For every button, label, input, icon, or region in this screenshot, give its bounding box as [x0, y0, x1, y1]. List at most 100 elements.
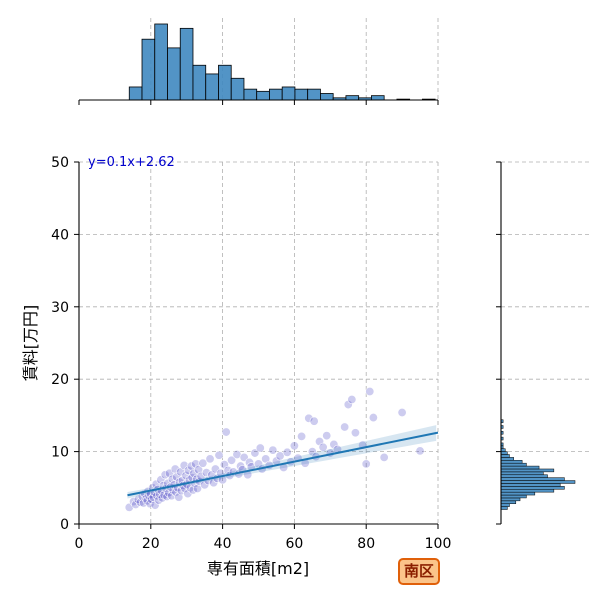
scatter-point — [304, 413, 314, 423]
y-hist-bar — [500, 448, 506, 452]
x-hist-bar — [307, 88, 321, 101]
scatter-point — [307, 447, 317, 457]
scatter-point — [135, 497, 145, 507]
scatter-point — [315, 436, 325, 446]
regression-confidence-band — [127, 425, 437, 499]
y-hist-bar — [500, 454, 510, 458]
regression-line — [127, 431, 439, 497]
x-hist-bar — [320, 93, 334, 101]
y-hist-bar — [500, 468, 555, 473]
y-marginal-histogram — [500, 419, 576, 510]
y-hist-bar — [500, 462, 527, 467]
y-tick-label: 30 — [51, 300, 69, 316]
y-hist-bar — [500, 451, 508, 455]
scatter-point — [322, 431, 332, 441]
scatter-point — [350, 428, 360, 438]
x-marginal-histogram — [128, 23, 436, 101]
y-hist-bar — [500, 474, 548, 478]
scatter-point — [186, 461, 196, 471]
y-hist-bar — [500, 460, 523, 464]
x-hist-bar — [230, 77, 245, 101]
x-hist-bar — [167, 47, 181, 101]
scatter-point — [318, 442, 328, 452]
scatter-point — [365, 387, 375, 397]
scatter-point — [192, 484, 202, 494]
y-tick-label: 10 — [51, 445, 69, 461]
scatter-point — [210, 464, 220, 474]
x-hist-bar — [141, 38, 156, 101]
scatter-point — [164, 488, 174, 498]
regression-equation: y=0.1x+2.62 — [88, 155, 175, 170]
scatter-point — [198, 458, 208, 468]
scatter-point — [297, 431, 307, 441]
y-hist-bar — [500, 506, 508, 510]
x-hist-bar — [345, 95, 360, 101]
y-tick-label: 40 — [51, 227, 69, 243]
x-hist-bar — [371, 95, 385, 101]
x-tick-label: 0 — [75, 536, 84, 552]
scatter-point — [282, 447, 292, 457]
x-axis-label: 専有面積[m2] — [207, 559, 309, 578]
x-hist-bar — [294, 88, 309, 101]
x-tick-label: 100 — [425, 536, 452, 552]
scatter-point — [379, 452, 389, 462]
y-hist-bar — [500, 486, 565, 490]
scatter-point — [205, 454, 215, 464]
x-hist-bar — [218, 64, 232, 101]
y-axis-label: 賃料[万円] — [21, 305, 40, 382]
scatter-point — [343, 400, 353, 410]
right-hist-grid — [501, 161, 590, 453]
x-hist-bar — [179, 27, 194, 101]
y-tick-label: 50 — [51, 155, 69, 171]
scatter-point — [183, 465, 193, 475]
y-hist-bar — [500, 497, 521, 502]
y-hist-bar — [500, 471, 544, 476]
scatter-point — [150, 500, 160, 510]
scatter-point — [183, 489, 193, 499]
scatter-point — [309, 416, 319, 426]
y-hist-bar — [500, 488, 555, 493]
y-tick-label: 20 — [51, 372, 69, 388]
y-hist-bar — [500, 457, 514, 461]
x-hist-bar — [128, 86, 143, 101]
scatter-point — [329, 439, 339, 449]
scatter-point — [340, 422, 350, 432]
scatter-point — [415, 446, 425, 456]
x-tick-label: 60 — [285, 536, 303, 552]
x-hist-bar — [154, 23, 168, 101]
y-hist-bar — [500, 494, 527, 499]
x-tick-label: 40 — [214, 536, 232, 552]
scatter-point — [255, 443, 265, 453]
scatter-point — [219, 460, 229, 470]
x-hist-bar — [205, 73, 219, 101]
x-hist-bar — [269, 88, 283, 101]
axis-ticks: 0 20 40 60 80 100 0 10 20 30 40 50 — [51, 100, 501, 552]
scatter-point — [268, 445, 278, 455]
x-hist-bar — [243, 88, 258, 101]
x-tick-label: 80 — [357, 536, 375, 552]
y-hist-bar — [500, 483, 561, 487]
y-hist-bar — [500, 491, 536, 496]
scatter-point — [221, 427, 231, 437]
scatter-point — [275, 451, 285, 461]
x-hist-bar — [281, 86, 296, 101]
x-hist-bar — [192, 64, 207, 101]
scatter-point — [289, 441, 299, 451]
scatter-point — [361, 459, 371, 469]
scatter-points — [124, 387, 425, 512]
scatter-point — [347, 394, 357, 404]
y-hist-bar — [500, 500, 517, 504]
scatter-point — [397, 408, 407, 418]
x-hist-bar — [256, 90, 270, 101]
scatter-point — [227, 455, 237, 465]
y-hist-bar — [500, 503, 510, 507]
scatter-point — [131, 499, 141, 509]
y-tick-label: 0 — [60, 517, 69, 533]
scatter-point — [214, 450, 224, 460]
scatter-point — [191, 459, 201, 469]
district-badge: 南区 — [398, 558, 440, 585]
x-tick-label: 20 — [142, 536, 160, 552]
scatter-point — [368, 413, 378, 423]
y-hist-bar — [500, 480, 576, 484]
